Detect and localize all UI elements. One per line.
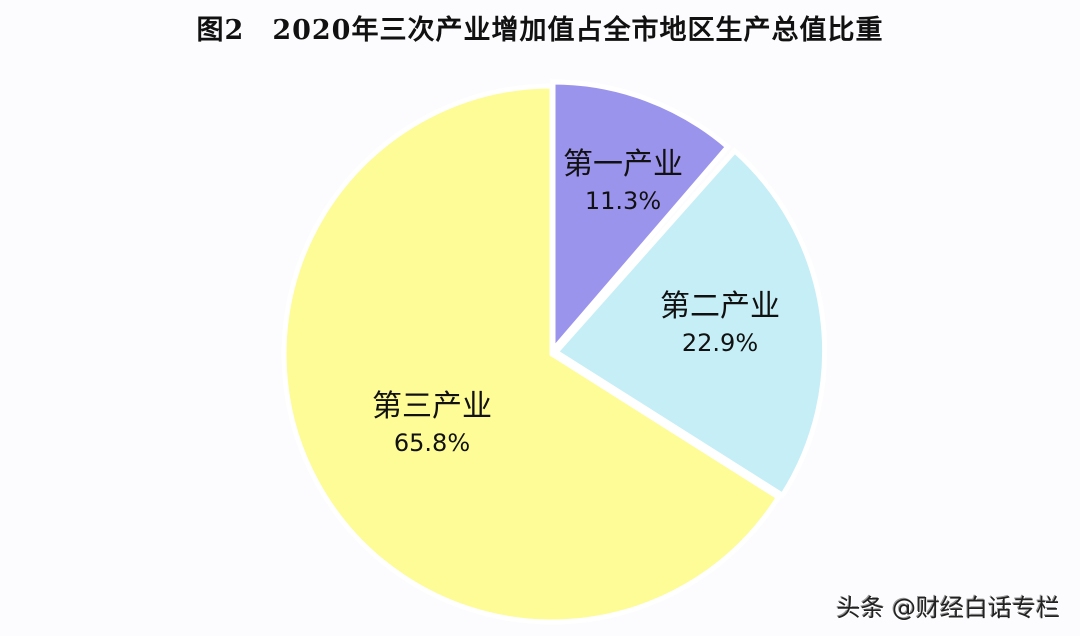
slice-name: 第一产业 xyxy=(563,147,683,182)
slice-label-primary: 第一产业 11.3% xyxy=(553,146,693,218)
slice-value: 11.3% xyxy=(584,187,662,215)
watermark: 头条 @财经白话专栏 xyxy=(836,594,1060,622)
slice-tertiary xyxy=(281,83,782,625)
slice-label-secondary: 第二产业 22.9% xyxy=(650,288,790,360)
chart-title: 图2 2020年三次产业增加值占全市地区生产总值比重 xyxy=(196,15,884,46)
slice-name: 第三产业 xyxy=(372,389,492,424)
slice-secondary xyxy=(552,147,828,499)
slice-value: 22.9% xyxy=(681,329,759,357)
slice-label-tertiary: 第三产业 65.8% xyxy=(362,388,502,460)
slice-name: 第二产业 xyxy=(660,289,780,324)
slice-primary xyxy=(550,79,732,357)
slice-value: 65.8% xyxy=(393,429,471,457)
